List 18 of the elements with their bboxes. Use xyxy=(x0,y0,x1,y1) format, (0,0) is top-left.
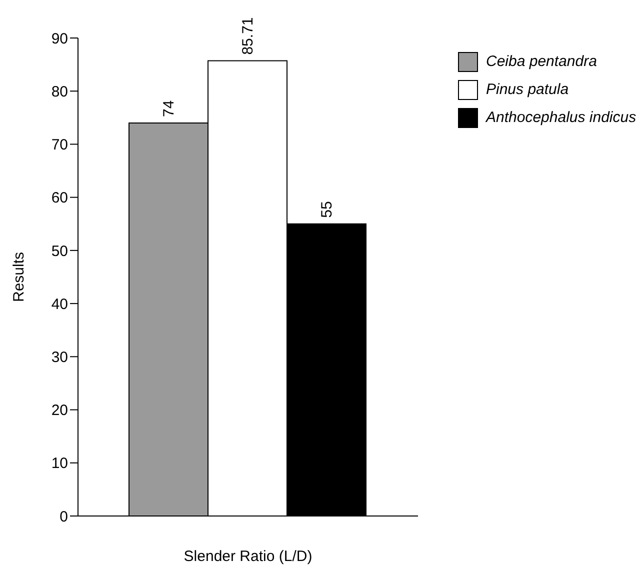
y-tick-label: 70 xyxy=(51,136,68,154)
legend-label: Ceiba pentandra xyxy=(486,53,597,70)
y-tick-label: 90 xyxy=(51,30,68,48)
y-tick-label: 30 xyxy=(51,348,68,366)
data-label: 74 xyxy=(160,100,178,117)
y-tick-label: 10 xyxy=(51,455,68,472)
x-axis-title: Slender Ratio (L/D) xyxy=(184,548,312,565)
data-label: 85.71 xyxy=(240,17,256,55)
legend-label: Anthocephalus indicus xyxy=(486,109,636,126)
y-tick-label: 40 xyxy=(51,296,68,313)
legend-label: Pinus patula xyxy=(486,81,569,98)
data-label: 55 xyxy=(318,201,336,218)
y-axis-title: Results xyxy=(10,252,28,302)
y-tick-label: 0 xyxy=(60,508,68,526)
y-tick-label: 80 xyxy=(51,83,68,100)
y-tick-label: 50 xyxy=(51,242,68,260)
y-tick-label: 20 xyxy=(51,402,68,420)
y-tick-label: 60 xyxy=(51,190,68,207)
